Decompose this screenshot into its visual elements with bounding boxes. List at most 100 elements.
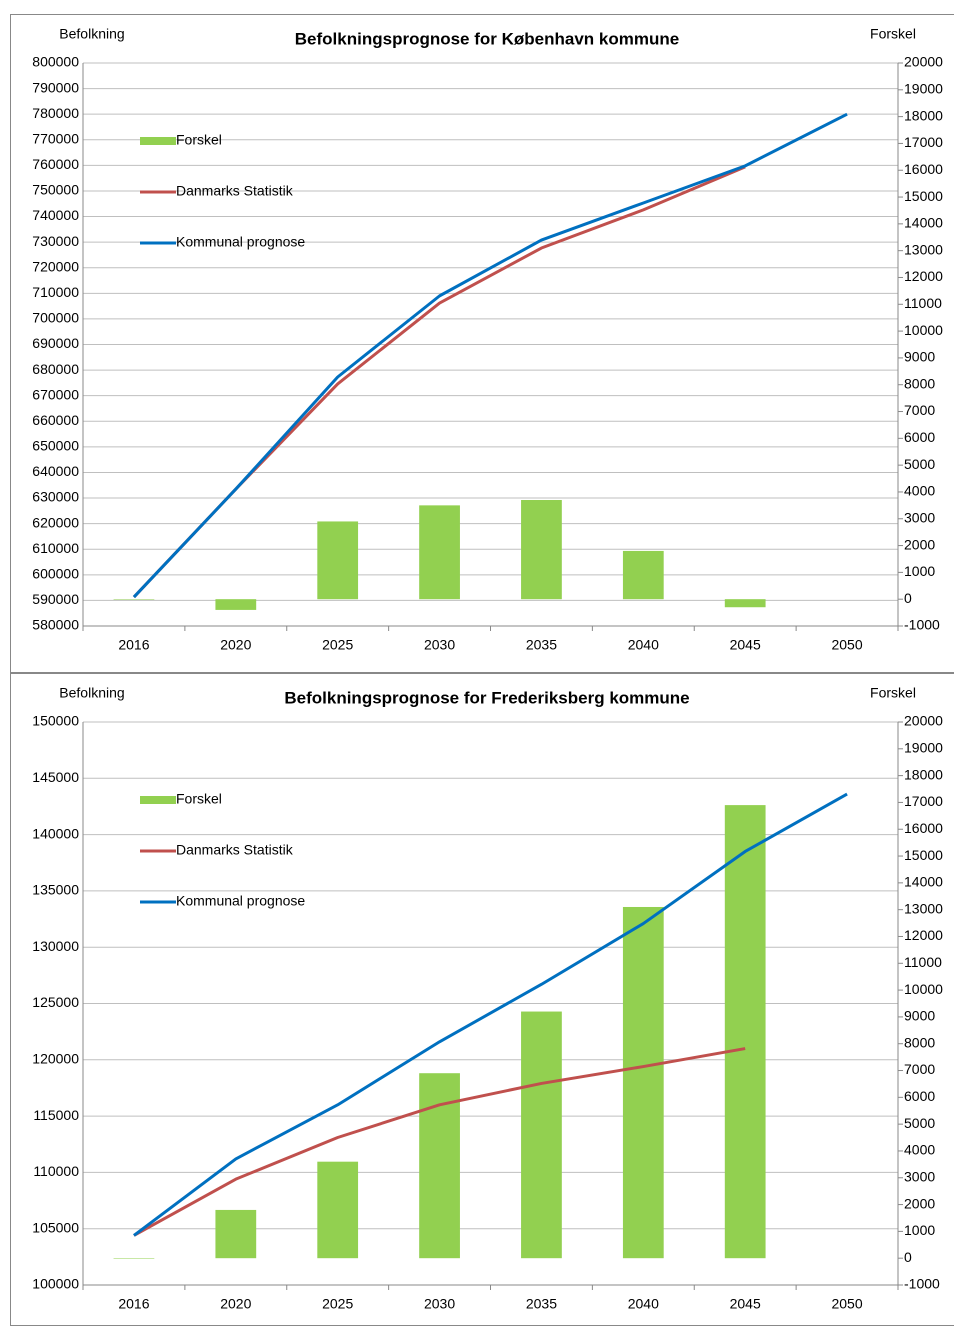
y2-tick-label: 9000 (904, 349, 935, 365)
frame (10, 14, 954, 673)
bar (724, 805, 766, 1259)
y2-tick-label: 0 (904, 590, 912, 606)
y2-tick-label: 15000 (904, 188, 943, 204)
y-tick-label: 670000 (32, 386, 79, 402)
legend-label: Forskel (176, 132, 222, 148)
y-tick-label: 105000 (32, 1219, 79, 1235)
bar (113, 599, 155, 600)
y2-tick-label: 1000 (904, 563, 935, 579)
y2-tick-label: 4000 (904, 483, 935, 499)
y2-tick-label: 9000 (904, 1008, 935, 1024)
x-tick-label: 2016 (118, 637, 149, 653)
bar (521, 1011, 562, 1259)
x-tick-label: 2020 (220, 637, 251, 653)
y-tick-label: 740000 (32, 207, 79, 223)
bar (622, 550, 664, 600)
y-tick-label: 770000 (32, 130, 79, 146)
legend-label: Danmarks Statistik (176, 183, 294, 199)
y-tick-label: 730000 (32, 233, 79, 249)
y2-tick-label: 17000 (904, 793, 943, 809)
y-tick-label: 700000 (32, 310, 79, 326)
x-tick-label: 2045 (730, 1296, 761, 1312)
y2-tick-label: 11000 (904, 295, 942, 311)
legend-label: Kommunal prognose (176, 234, 305, 250)
y2-tick-label: 11000 (904, 954, 942, 970)
y-tick-label: 640000 (32, 463, 79, 479)
y2-tick-label: 1000 (904, 1222, 935, 1238)
line (133, 1047, 746, 1237)
bar (521, 499, 562, 600)
y2-tick-label: 7000 (904, 1061, 935, 1077)
y2-tick-label: 3000 (904, 509, 935, 525)
y2-tick-label: 13000 (904, 900, 943, 916)
y2-tick-label: 20000 (904, 54, 943, 70)
x-tick-label: 2040 (628, 1296, 659, 1312)
chart-title: Befolkningsprognose for Frederiksberg ko… (284, 688, 689, 707)
x-tick-label: 2025 (322, 637, 353, 653)
y-tick-label: 590000 (32, 591, 79, 607)
y-tick-label: 630000 (32, 489, 79, 505)
y2-tick-label: 14000 (904, 874, 943, 890)
y-tick-label: 780000 (32, 105, 79, 121)
y2-tick-label: 10000 (904, 981, 943, 997)
y2-tick-label: 6000 (904, 1088, 935, 1104)
y-tick-label: 800000 (32, 54, 79, 70)
y2-tick-label: 8000 (904, 1034, 935, 1050)
y2-tick-label: -1000 (904, 1276, 940, 1292)
legend-swatch (140, 137, 176, 145)
y-tick-label: 760000 (32, 156, 79, 172)
y2-axis-label: Forskel (870, 685, 916, 701)
y-tick-label: 620000 (32, 514, 79, 530)
y2-tick-label: 19000 (904, 740, 943, 756)
y2-tick-label: 2000 (904, 536, 935, 552)
y2-tick-label: 10000 (904, 322, 943, 338)
x-tick-label: 2035 (526, 637, 557, 653)
y2-tick-label: 20000 (904, 713, 943, 729)
y-tick-label: 140000 (32, 825, 79, 841)
y2-tick-label: 18000 (904, 766, 943, 782)
y-tick-label: 680000 (32, 361, 79, 377)
chart-title: Befolkningsprognose for København kommun… (295, 29, 679, 48)
y2-tick-label: 2000 (904, 1195, 935, 1211)
y2-tick-label: 4000 (904, 1142, 935, 1158)
y-tick-label: 690000 (32, 335, 79, 351)
y-tick-label: 130000 (32, 938, 79, 954)
legend-label: Forskel (176, 791, 222, 807)
bar (317, 1161, 359, 1259)
y2-tick-label: 14000 (904, 215, 943, 231)
bar (419, 505, 460, 600)
y-tick-label: 120000 (32, 1051, 79, 1067)
y2-tick-label: 13000 (904, 241, 943, 257)
y-tick-label: 135000 (32, 882, 79, 898)
y-tick-label: 110000 (33, 1163, 79, 1179)
y2-tick-label: 16000 (904, 161, 943, 177)
x-tick-label: 2040 (628, 637, 659, 653)
legend-label: Kommunal prognose (176, 893, 305, 909)
y2-tick-label: 3000 (904, 1168, 935, 1184)
y-tick-label: 660000 (32, 412, 79, 428)
line (133, 792, 848, 1237)
frame (10, 673, 954, 1326)
y2-tick-label: 5000 (904, 1115, 935, 1131)
y-tick-label: 750000 (32, 182, 79, 198)
y-tick-label: 710000 (32, 284, 79, 300)
bar (215, 1209, 257, 1259)
y2-tick-label: 15000 (904, 847, 943, 863)
chart: Befolkningsprognose for København kommun… (10, 14, 954, 673)
y-axis-label: Befolkning (59, 26, 124, 42)
y2-tick-label: 16000 (904, 820, 943, 836)
x-tick-label: 2035 (526, 1296, 557, 1312)
y-tick-label: 145000 (32, 769, 79, 785)
y-tick-label: 600000 (32, 566, 79, 582)
y-tick-label: 650000 (32, 438, 79, 454)
legend-swatch (140, 796, 176, 804)
x-tick-label: 2030 (424, 637, 455, 653)
chart: Befolkningsprognose for Frederiksberg ko… (10, 673, 954, 1326)
y2-tick-label: 17000 (904, 134, 943, 150)
bar (215, 599, 257, 610)
y2-tick-label: 7000 (904, 402, 935, 418)
line (132, 112, 848, 599)
y2-tick-label: 5000 (904, 456, 935, 472)
x-tick-label: 2050 (831, 637, 862, 653)
y-tick-label: 100000 (32, 1276, 79, 1292)
